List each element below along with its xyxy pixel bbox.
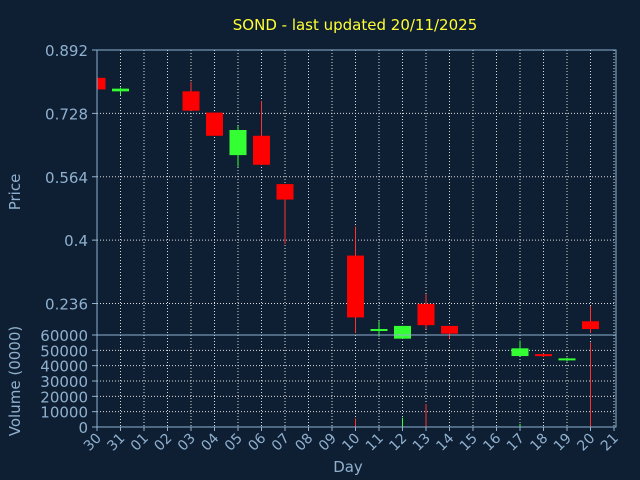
volume-tick-label: 40000 bbox=[40, 358, 88, 376]
x-tick-label: 12 bbox=[386, 431, 410, 455]
x-tick-label: 20 bbox=[574, 431, 598, 455]
x-axis-label: Day bbox=[333, 458, 363, 476]
candle-body bbox=[370, 329, 388, 332]
x-tick-label: 02 bbox=[151, 431, 175, 455]
price-tick-label: 0.892 bbox=[45, 42, 88, 60]
x-tick-label: 14 bbox=[433, 430, 457, 454]
candle-body bbox=[558, 358, 576, 361]
volume-tick-label: 60000 bbox=[40, 327, 88, 345]
x-tick-label: 15 bbox=[457, 431, 481, 455]
x-tick-label: 17 bbox=[504, 431, 528, 455]
x-tick-label: 31 bbox=[104, 431, 128, 455]
price-tick-label: 0.236 bbox=[45, 296, 88, 314]
candle-body bbox=[535, 354, 552, 357]
candle-body bbox=[97, 77, 106, 90]
x-tick-label: 21 bbox=[598, 431, 622, 455]
x-tick-label: 18 bbox=[527, 431, 551, 455]
x-tick-label: 19 bbox=[551, 431, 575, 455]
x-tick-label: 13 bbox=[410, 431, 434, 455]
x-tick-label: 09 bbox=[316, 431, 340, 455]
x-tick-label: 03 bbox=[175, 431, 199, 455]
candle-body bbox=[112, 88, 129, 92]
volume-tick-label: 20000 bbox=[40, 388, 88, 406]
candle-body bbox=[276, 184, 294, 200]
volume-axis-label: Volume (0000) bbox=[6, 326, 24, 436]
x-tick-label: 04 bbox=[198, 430, 222, 454]
price-candles bbox=[96, 77, 599, 362]
x-tick-label: 05 bbox=[222, 431, 246, 455]
chart-title: SOND - last updated 20/11/2025 bbox=[233, 16, 477, 34]
candle-body bbox=[417, 303, 435, 326]
price-tick-label: 0.728 bbox=[45, 105, 88, 123]
price-tick-label: 0.564 bbox=[45, 169, 88, 187]
candle-body bbox=[253, 135, 270, 165]
volume-tick-label: 0 bbox=[78, 419, 88, 437]
candle-body bbox=[229, 129, 247, 156]
x-tick-label: 16 bbox=[480, 430, 504, 454]
candle-body bbox=[182, 91, 200, 111]
tick-labels: 0.892 0.728 0.564 0.4 0.236 60000500004000030… bbox=[40, 42, 622, 454]
x-tick-label: 01 bbox=[128, 431, 152, 455]
volume-tick-label: 10000 bbox=[40, 404, 88, 422]
candle-body bbox=[347, 255, 364, 318]
volume-tick-label: 30000 bbox=[40, 373, 88, 391]
candle-body bbox=[206, 112, 223, 136]
x-tick-label: 08 bbox=[292, 431, 316, 455]
candle-body bbox=[441, 325, 458, 334]
x-tick-label: 10 bbox=[339, 431, 363, 455]
candle-body bbox=[394, 325, 411, 339]
price-axis-label: Price bbox=[6, 174, 24, 211]
price-tick-label: 0.4 bbox=[64, 232, 88, 250]
axes bbox=[92, 49, 617, 431]
price-grid bbox=[96, 49, 616, 335]
volume-bars bbox=[355, 342, 591, 427]
x-tick-label: 07 bbox=[269, 431, 293, 455]
x-tick-label: 06 bbox=[245, 430, 269, 454]
candle-body bbox=[582, 321, 599, 330]
volume-tick-label: 50000 bbox=[40, 342, 88, 360]
x-tick-label: 11 bbox=[363, 431, 387, 455]
volume-panel-frame bbox=[96, 334, 617, 428]
volume-grid bbox=[96, 334, 616, 428]
candle-body bbox=[511, 348, 529, 357]
